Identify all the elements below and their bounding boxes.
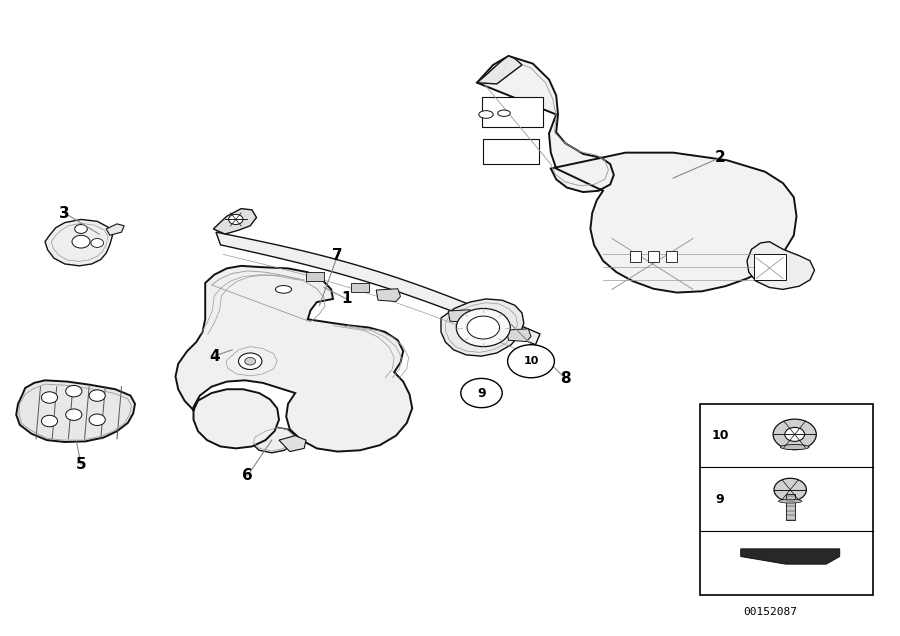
Ellipse shape (778, 499, 802, 503)
Polygon shape (16, 380, 135, 442)
Polygon shape (376, 289, 400, 301)
Text: 9: 9 (477, 387, 486, 399)
Bar (483, 139, 539, 164)
Ellipse shape (275, 286, 292, 293)
Circle shape (72, 235, 90, 248)
Circle shape (229, 214, 243, 225)
Text: 2: 2 (715, 150, 725, 165)
Polygon shape (477, 56, 796, 293)
Text: 1: 1 (341, 291, 352, 307)
Text: 3: 3 (59, 205, 70, 221)
Circle shape (75, 225, 87, 233)
Polygon shape (477, 56, 522, 84)
Bar (700, 404, 873, 595)
Text: 10: 10 (523, 356, 539, 366)
Circle shape (238, 353, 262, 370)
Circle shape (456, 308, 510, 347)
Ellipse shape (780, 445, 809, 450)
Polygon shape (106, 224, 124, 235)
Text: 10: 10 (711, 429, 729, 442)
Circle shape (91, 238, 104, 247)
Circle shape (66, 409, 82, 420)
Bar (786, 494, 795, 520)
Circle shape (89, 390, 105, 401)
Polygon shape (45, 219, 112, 266)
Polygon shape (252, 427, 295, 453)
Polygon shape (216, 232, 540, 345)
Polygon shape (176, 266, 412, 452)
Circle shape (774, 478, 806, 501)
Bar (482, 97, 543, 127)
Polygon shape (507, 329, 531, 342)
Polygon shape (213, 209, 256, 234)
Polygon shape (279, 436, 306, 452)
Text: 5: 5 (76, 457, 86, 472)
Circle shape (41, 392, 58, 403)
Circle shape (89, 414, 105, 425)
Bar (306, 272, 324, 281)
Text: 00152087: 00152087 (743, 607, 797, 617)
Ellipse shape (479, 111, 493, 118)
Polygon shape (448, 310, 472, 322)
Circle shape (245, 357, 256, 365)
Polygon shape (220, 345, 281, 378)
Bar (648, 251, 659, 262)
Ellipse shape (498, 110, 510, 116)
Bar (754, 254, 786, 280)
Circle shape (66, 385, 82, 397)
Bar (666, 251, 677, 262)
Bar (630, 251, 641, 262)
Text: 4: 4 (209, 349, 220, 364)
Polygon shape (441, 299, 524, 356)
Circle shape (785, 427, 805, 441)
Circle shape (508, 345, 554, 378)
Circle shape (773, 419, 816, 450)
Text: 6: 6 (242, 468, 253, 483)
Text: 7: 7 (332, 248, 343, 263)
Text: 9: 9 (716, 493, 724, 506)
Polygon shape (741, 549, 840, 564)
Text: 8: 8 (560, 371, 571, 386)
Circle shape (467, 316, 500, 339)
Bar (351, 283, 369, 292)
Circle shape (461, 378, 502, 408)
Polygon shape (747, 242, 814, 289)
Circle shape (41, 415, 58, 427)
